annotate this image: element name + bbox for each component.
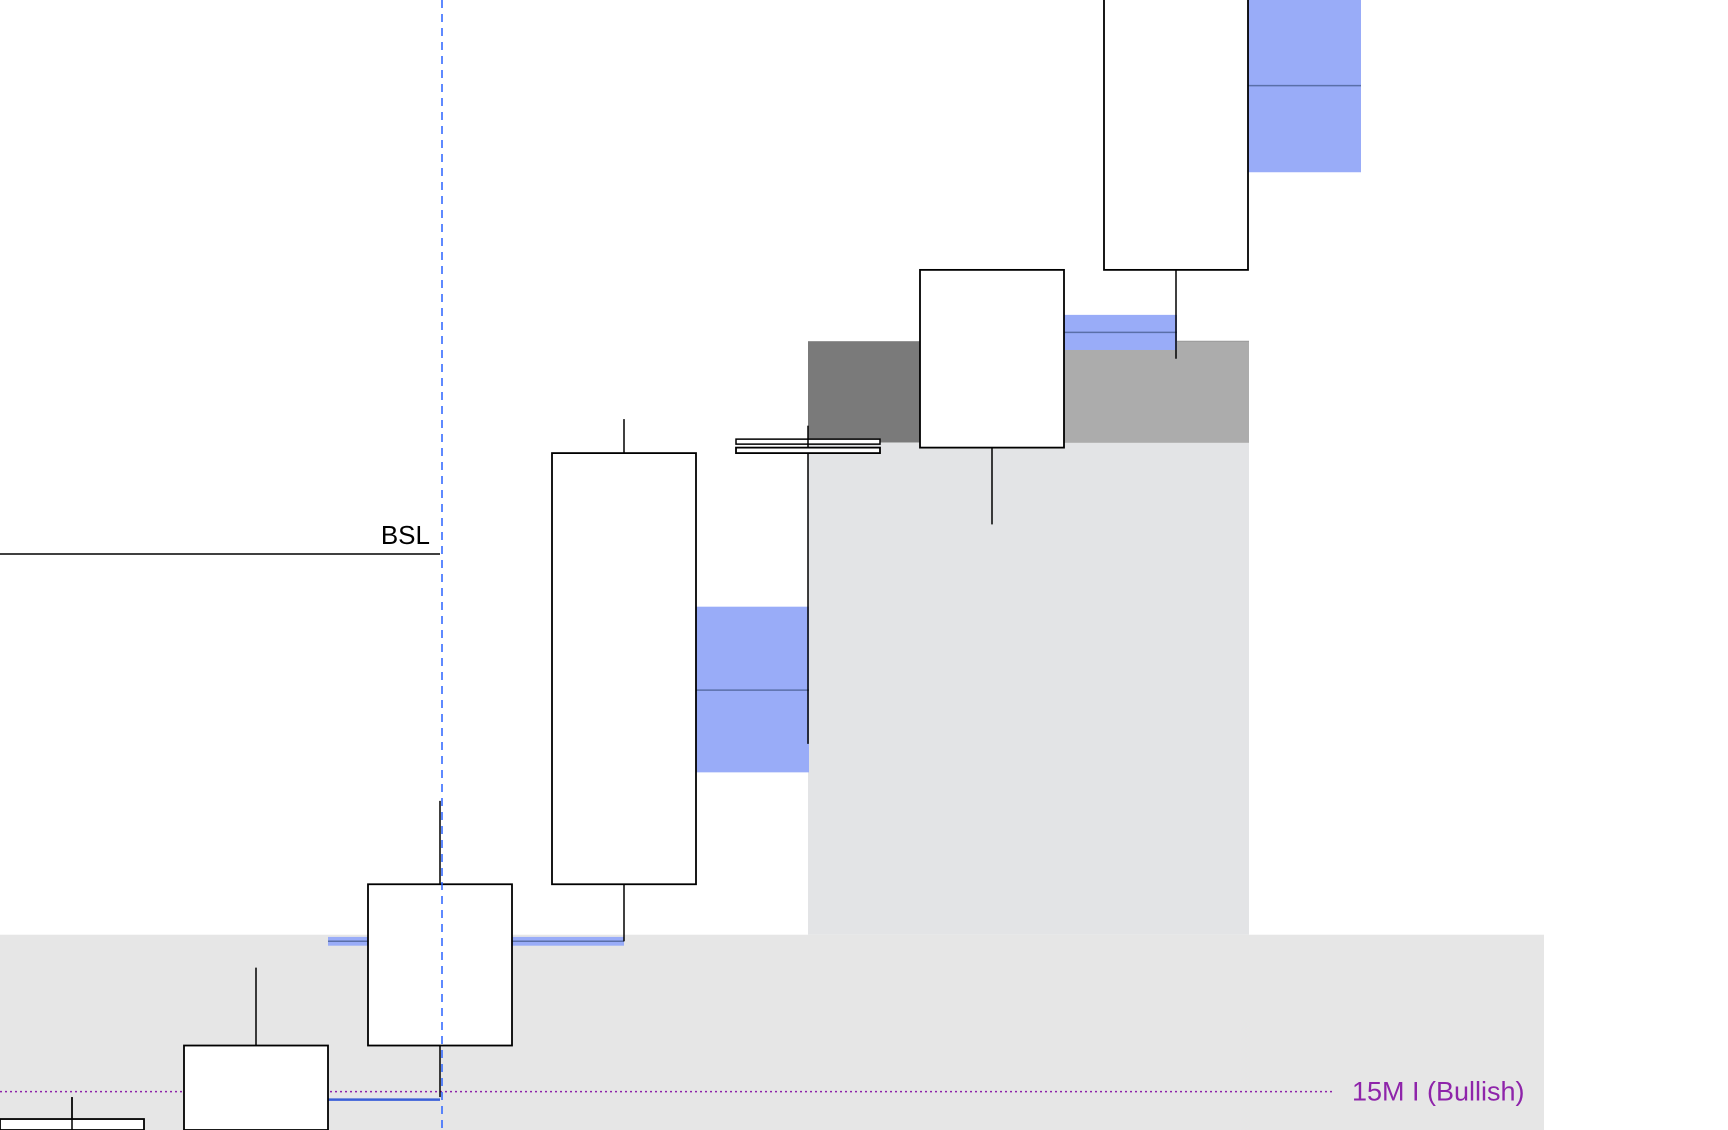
zones-layer	[0, 340, 1544, 1130]
candle-body[interactable]	[367, 883, 513, 1047]
candle[interactable]	[735, 425, 881, 744]
breaker-block-zone	[808, 341, 920, 443]
order-block-zone	[808, 442, 1249, 935]
candle-body[interactable]	[551, 452, 697, 886]
candle-body[interactable]	[735, 446, 881, 454]
candle[interactable]	[367, 800, 513, 1098]
candle-body[interactable]	[183, 1044, 329, 1130]
structure-level-label: 15M I (Bullish)	[1352, 1077, 1525, 1107]
candles-layer[interactable]	[0, 0, 1432, 1130]
candle[interactable]	[183, 967, 329, 1130]
breaker-block-extension-zone	[1064, 341, 1249, 443]
candle[interactable]	[551, 419, 697, 942]
candle[interactable]	[1103, 0, 1249, 359]
candle-body[interactable]	[1103, 0, 1249, 271]
candle-body[interactable]	[919, 268, 1065, 449]
candle[interactable]	[919, 268, 1065, 525]
labels-layer: BSL 15M I (Bullish)	[381, 520, 1525, 1107]
bsl-label: BSL	[381, 520, 430, 550]
fair-value-gaps-layer	[328, 0, 1361, 946]
